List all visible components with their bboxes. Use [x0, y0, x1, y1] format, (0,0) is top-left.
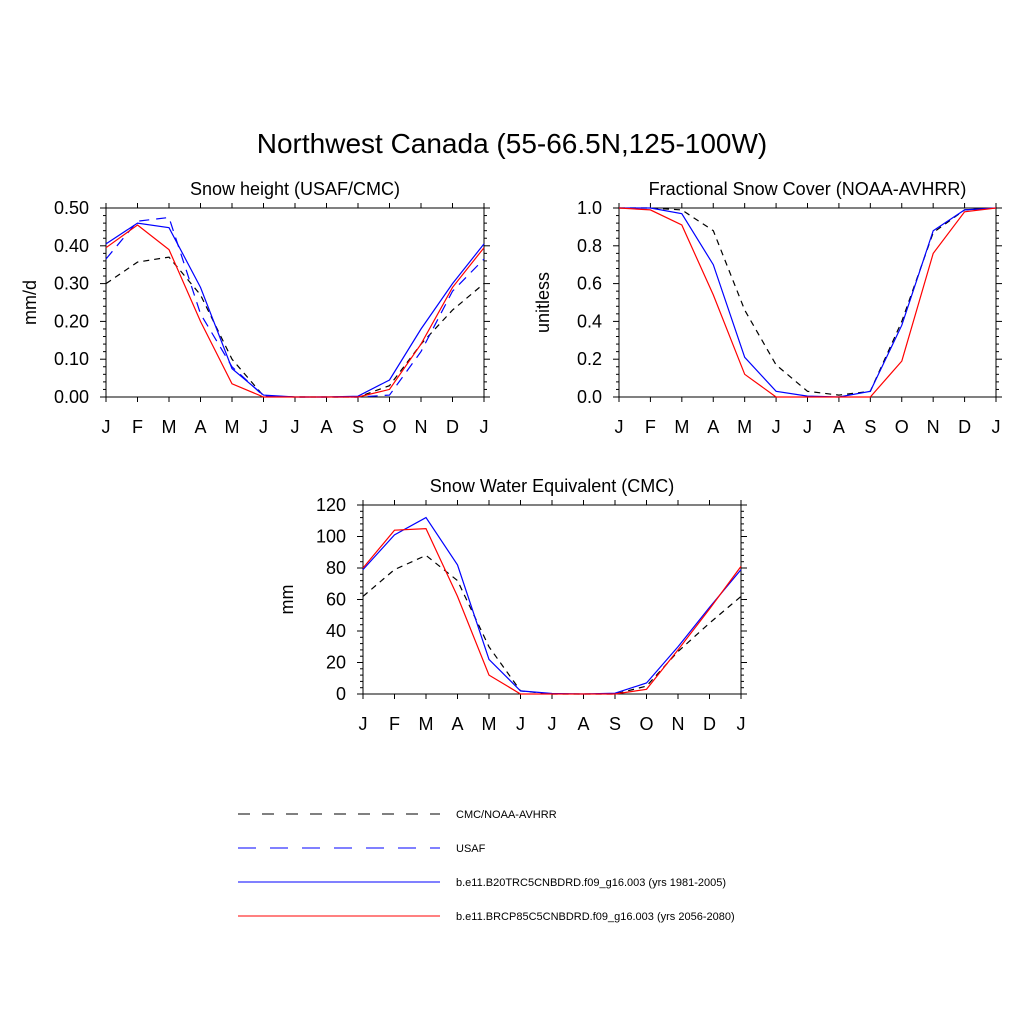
y-tick-label: 0.30 — [54, 274, 89, 294]
series-line — [362, 516, 742, 695]
y-tick-label: 1.0 — [577, 198, 602, 218]
legend-label: USAF — [456, 843, 486, 855]
x-tick-label: N — [672, 714, 685, 734]
series-line — [362, 527, 742, 695]
series-line — [619, 207, 997, 398]
x-tick-label: M — [225, 417, 240, 437]
series-line — [619, 207, 997, 396]
x-tick-label: M — [419, 714, 434, 734]
x-tick-label: J — [772, 417, 781, 437]
x-tick-label: J — [102, 417, 111, 437]
y-tick-label: 0.6 — [577, 274, 602, 294]
x-tick-label: S — [609, 714, 621, 734]
y-tick-label: 60 — [326, 590, 346, 610]
x-tick-label: D — [703, 714, 716, 734]
x-tick-label: A — [833, 417, 845, 437]
y-tick-label: 0.8 — [577, 236, 602, 256]
y-tick-label: 0.2 — [577, 349, 602, 369]
y-tick-label: 100 — [316, 527, 346, 547]
x-tick-label: A — [320, 417, 332, 437]
y-axis-label: mm/d — [20, 280, 40, 325]
y-tick-label: 0.0 — [577, 387, 602, 407]
x-tick-label: A — [707, 417, 719, 437]
x-tick-label: J — [480, 417, 489, 437]
x-tick-label: M — [737, 417, 752, 437]
y-tick-label: 120 — [316, 495, 346, 515]
y-tick-label: 20 — [326, 653, 346, 673]
legend: CMC/NOAA-AVHRR USAF b.e11.B20TRC5CNBDRD.f0… — [238, 809, 735, 923]
x-tick-label: S — [352, 417, 364, 437]
x-tick-label: F — [389, 714, 400, 734]
y-tick-label: 80 — [326, 558, 346, 578]
x-tick-label: J — [548, 714, 557, 734]
x-tick-label: J — [615, 417, 624, 437]
series-line — [105, 216, 485, 398]
x-tick-label: O — [639, 714, 653, 734]
series-line — [362, 554, 742, 695]
x-tick-label: J — [992, 417, 1001, 437]
x-tick-label: J — [516, 714, 525, 734]
snow-cover-panel: Fractional Snow Cover (NOAA-AVHRR) unitle… — [533, 179, 1002, 437]
x-tick-label: N — [415, 417, 428, 437]
y-tick-label: 0.4 — [577, 311, 602, 331]
x-tick-label: O — [382, 417, 396, 437]
x-tick-label: F — [645, 417, 656, 437]
x-tick-label: A — [451, 714, 463, 734]
series-line — [105, 224, 485, 398]
series-line — [105, 222, 485, 398]
x-tick-label: A — [577, 714, 589, 734]
x-tick-label: N — [927, 417, 940, 437]
plot-frame — [362, 504, 742, 695]
y-axis-label: mm — [277, 585, 297, 615]
x-tick-label: F — [132, 417, 143, 437]
series-line — [618, 207, 997, 398]
y-tick-label: 0.10 — [54, 349, 89, 369]
swe-panel: Snow Water Equivalent (CMC)mmJ F M A M J J A S O N… — [277, 476, 747, 734]
y-tick-label: 0.50 — [54, 198, 89, 218]
x-tick-label: J — [291, 417, 300, 437]
panel-title: Snow Water Equivalent (CMC) — [430, 476, 674, 496]
snow-height-panel: Snow height (USAF/CMC)mm/dJ F M A M J J A S O N D J0… — [20, 179, 490, 437]
legend-label: b.e11.BRCP85C5CNBDRD.f09_g16.003 (yrs 20… — [456, 911, 735, 923]
x-tick-label: D — [958, 417, 971, 437]
y-tick-label: 0.00 — [54, 387, 89, 407]
x-tick-label: J — [737, 714, 746, 734]
panel-title: Fractional Snow Cover (NOAA-AVHRR) — [649, 179, 967, 199]
x-tick-label: J — [803, 417, 812, 437]
y-axis-label: unitless — [533, 272, 553, 333]
x-tick-label: J — [259, 417, 268, 437]
y-tick-label: 0.40 — [54, 236, 89, 256]
plot-frame — [105, 207, 485, 398]
x-tick-label: S — [864, 417, 876, 437]
x-tick-label: M — [162, 417, 177, 437]
x-tick-label: O — [895, 417, 909, 437]
legend-label: CMC/NOAA-AVHRR — [456, 809, 557, 821]
x-tick-label: A — [194, 417, 206, 437]
y-tick-label: 0.20 — [54, 311, 89, 331]
figure-title: Northwest Canada (55-66.5N,125-100W) — [256, 128, 768, 159]
legend-label: b.e11.B20TRC5CNBDRD.f09_g16.003 (yrs 198… — [456, 877, 726, 889]
plot-frame — [618, 207, 997, 398]
series-line — [105, 256, 485, 398]
panel-title: Snow height (USAF/CMC) — [190, 179, 400, 199]
x-tick-label: M — [674, 417, 689, 437]
y-tick-label: 0 — [336, 684, 346, 704]
x-tick-label: J — [359, 714, 368, 734]
x-tick-label: M — [482, 714, 497, 734]
x-tick-label: D — [446, 417, 459, 437]
y-tick-label: 40 — [326, 621, 346, 641]
